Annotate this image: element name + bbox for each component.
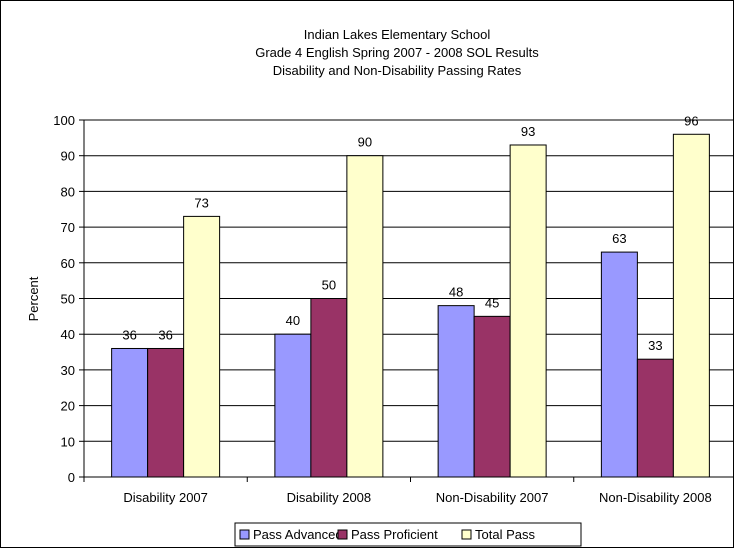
legend-label: Pass Proficient <box>351 527 438 542</box>
x-category-label: Disability 2007 <box>123 490 208 505</box>
y-tick-label: 60 <box>61 256 75 271</box>
data-label: 48 <box>449 285 463 300</box>
y-tick-label: 90 <box>61 149 75 164</box>
bars <box>111 133 710 478</box>
bar <box>437 305 475 478</box>
y-tick-label: 30 <box>61 363 75 378</box>
data-label: 36 <box>158 327 172 342</box>
legend-swatch <box>337 529 348 540</box>
y-tick-label: 0 <box>68 470 75 485</box>
data-label: 50 <box>322 278 336 293</box>
bar <box>509 144 547 478</box>
data-label: 33 <box>648 338 662 353</box>
legend-label: Total Pass <box>475 527 535 542</box>
y-tick-labels: 0 10 20 30 40 50 60 70 80 90 100 <box>53 113 84 485</box>
data-label: 40 <box>286 313 300 328</box>
y-tick-label: 100 <box>53 113 75 128</box>
chart-title-line-2: Grade 4 English Spring 2007 - 2008 SOL R… <box>255 45 539 60</box>
data-label: 45 <box>485 295 499 310</box>
bar <box>310 298 348 478</box>
data-label: 93 <box>521 124 535 139</box>
x-category-label: Non-Disability 2007 <box>436 490 549 505</box>
legend-swatch <box>461 529 472 540</box>
data-label: 90 <box>358 135 372 150</box>
bar <box>672 133 710 478</box>
bar <box>600 251 638 478</box>
bar <box>111 347 149 478</box>
chart-title-line-3: Disability and Non-Disability Passing Ra… <box>273 63 522 78</box>
y-tick-label: 50 <box>61 292 75 307</box>
y-tick-label: 70 <box>61 220 75 235</box>
bar <box>183 215 221 478</box>
y-tick-label: 10 <box>61 434 75 449</box>
x-category-labels: Disability 2007 Disability 2008 Non-Disabi… <box>123 490 711 505</box>
legend-label: Pass Advanced <box>253 527 343 542</box>
x-category-label: Non-Disability 2008 <box>599 490 712 505</box>
chart-title: Indian Lakes Elementary School Grade 4 E… <box>255 27 539 78</box>
y-tick-label: 40 <box>61 327 75 342</box>
y-axis-label: Percent <box>26 276 41 321</box>
bar <box>636 358 674 478</box>
data-label: 63 <box>612 231 626 246</box>
y-tick-label: 80 <box>61 184 75 199</box>
y-tick-label: 20 <box>61 399 75 414</box>
bar <box>147 347 185 478</box>
bar <box>346 155 384 478</box>
bar <box>473 315 511 478</box>
data-label: 36 <box>122 327 136 342</box>
legend: Pass Advanced Pass Proficient Total Pass <box>234 522 582 547</box>
x-category-label: Disability 2008 <box>287 490 372 505</box>
data-label: 73 <box>194 195 208 210</box>
chart-title-line-1: Indian Lakes Elementary School <box>304 27 491 42</box>
legend-box <box>234 522 582 547</box>
legend-swatch <box>239 529 250 540</box>
bar <box>274 333 312 478</box>
data-label: 96 <box>684 113 698 128</box>
data-labels: 36 36 73 40 50 90 48 45 93 63 33 96 <box>122 113 698 353</box>
